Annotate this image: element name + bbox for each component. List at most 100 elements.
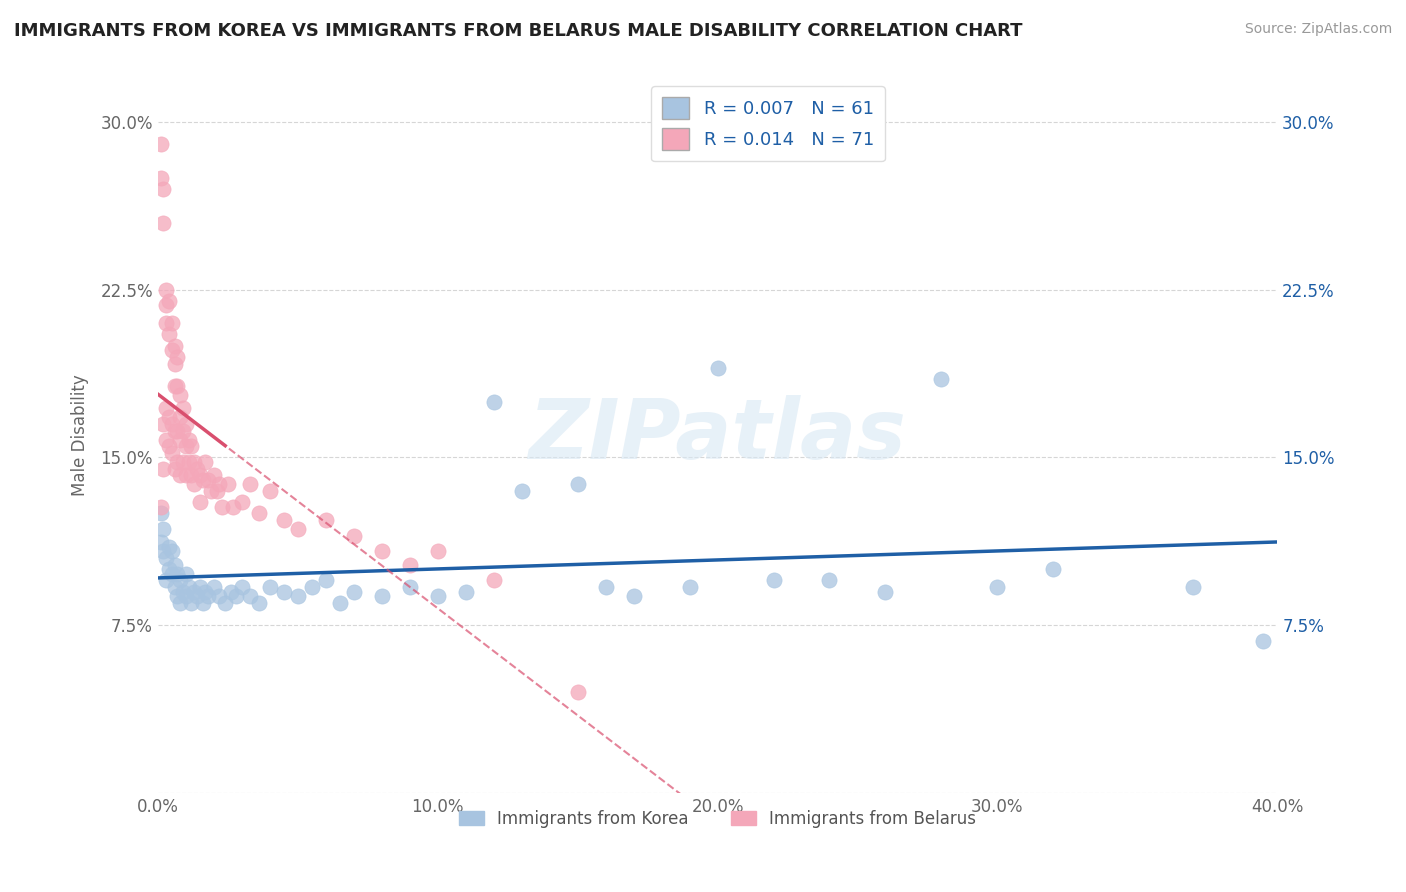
Point [163, 338, 186, 352]
Point [160, 544, 183, 558]
Point [183, 584, 205, 599]
Point [172, 424, 194, 438]
Point [211, 500, 233, 514]
Point [160, 417, 183, 431]
Point [197, 473, 219, 487]
Point [188, 580, 211, 594]
Point [200, 483, 222, 498]
Point [482, 574, 505, 588]
Point [160, 446, 183, 460]
Point [169, 574, 191, 588]
Point [343, 528, 366, 542]
Point [174, 566, 197, 581]
Point [155, 316, 177, 330]
Point [152, 461, 174, 475]
Point [152, 417, 174, 431]
Point [208, 477, 231, 491]
Point [180, 596, 202, 610]
Point [202, 468, 225, 483]
Point [273, 584, 295, 599]
Point [166, 424, 188, 438]
Point [149, 171, 172, 186]
Point [259, 483, 281, 498]
Point [231, 495, 253, 509]
Point [174, 439, 197, 453]
Point [202, 580, 225, 594]
Point [149, 137, 172, 152]
Point [155, 551, 177, 566]
Point [510, 483, 533, 498]
Point [197, 589, 219, 603]
Text: ZIPatlas: ZIPatlas [529, 394, 907, 475]
Point [169, 596, 191, 610]
Point [155, 433, 177, 447]
Point [157, 293, 180, 308]
Point [247, 506, 270, 520]
Text: IMMIGRANTS FROM KOREA VS IMMIGRANTS FROM BELARUS MALE DISABILITY CORRELATION CHA: IMMIGRANTS FROM KOREA VS IMMIGRANTS FROM… [14, 22, 1022, 40]
Point [567, 477, 589, 491]
Point [166, 589, 188, 603]
Point [166, 379, 188, 393]
Point [315, 574, 337, 588]
Point [370, 544, 392, 558]
Point [1042, 562, 1064, 576]
Point [398, 558, 420, 572]
Point [155, 283, 177, 297]
Point [163, 558, 186, 572]
Point [172, 401, 194, 416]
Point [231, 580, 253, 594]
Point [191, 473, 214, 487]
Point [149, 506, 172, 520]
Point [160, 566, 183, 581]
Point [186, 461, 208, 475]
Point [183, 455, 205, 469]
Point [163, 379, 186, 393]
Point [177, 433, 200, 447]
Point [169, 388, 191, 402]
Point [1182, 580, 1205, 594]
Point [169, 433, 191, 447]
Point [623, 589, 645, 603]
Point [183, 477, 205, 491]
Point [426, 589, 449, 603]
Point [259, 580, 281, 594]
Point [157, 410, 180, 425]
Point [160, 316, 183, 330]
Point [172, 584, 194, 599]
Point [163, 424, 186, 438]
Point [149, 535, 172, 549]
Point [678, 580, 700, 594]
Point [247, 596, 270, 610]
Point [172, 455, 194, 469]
Point [174, 468, 197, 483]
Point [174, 589, 197, 603]
Point [205, 483, 228, 498]
Point [169, 468, 191, 483]
Point [163, 461, 186, 475]
Point [370, 589, 392, 603]
Text: Source: ZipAtlas.com: Source: ZipAtlas.com [1244, 22, 1392, 37]
Point [149, 500, 172, 514]
Point [239, 589, 262, 603]
Point [217, 477, 239, 491]
Point [169, 410, 191, 425]
Point [426, 544, 449, 558]
Point [157, 540, 180, 554]
Point [239, 477, 262, 491]
Point [188, 495, 211, 509]
Point [157, 439, 180, 453]
Point [214, 596, 236, 610]
Point [186, 589, 208, 603]
Point [174, 417, 197, 431]
Point [301, 580, 323, 594]
Point [180, 468, 202, 483]
Point [160, 343, 183, 358]
Point [762, 574, 785, 588]
Point [567, 685, 589, 699]
Point [188, 468, 211, 483]
Point [163, 357, 186, 371]
Point [454, 584, 477, 599]
Point [166, 566, 188, 581]
Point [208, 589, 231, 603]
Point [1251, 633, 1274, 648]
